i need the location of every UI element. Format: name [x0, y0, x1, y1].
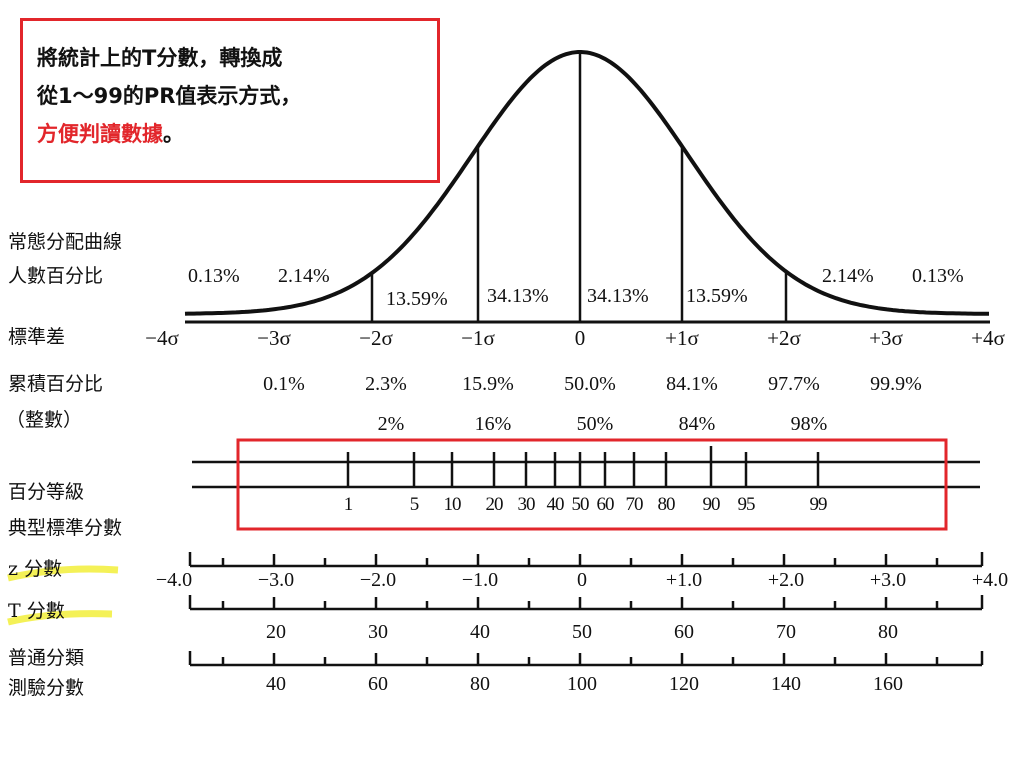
percentile-rank-label: 40 — [547, 494, 565, 515]
t-score-label: 60 — [674, 621, 694, 643]
bell-curve — [184, 50, 989, 316]
t-score-label: 30 — [368, 621, 388, 643]
sigma-label: +1σ — [665, 326, 699, 350]
sigma-label: −2σ — [359, 326, 393, 350]
z-score-label: 0 — [577, 569, 587, 591]
percentile-rank-label: 20 — [486, 494, 504, 515]
z-score-label: −1.0 — [462, 569, 498, 591]
cumulative-percent-label: 50.0% — [564, 373, 616, 395]
test-score-label: 80 — [470, 673, 490, 695]
z-score-label: −4.0 — [156, 569, 192, 591]
t-score-label: 40 — [470, 621, 490, 643]
cumulative-percent-label: 15.9% — [462, 373, 514, 395]
sigma-label: +3σ — [869, 326, 903, 350]
area-percent-right-center: 34.13% — [587, 285, 649, 307]
percentile-rank-label: 50 — [572, 494, 590, 515]
row-label-general-1: 普通分類 — [8, 647, 84, 669]
row-label-percentile: 百分等級 — [8, 481, 84, 503]
row-label-normal-dist-1: 常態分配曲線 — [8, 231, 122, 253]
sigma-label: +2σ — [767, 326, 801, 350]
row-label-general-2: 測驗分數 — [8, 677, 84, 699]
t-score-highlight — [7, 610, 113, 626]
z-score-label: +1.0 — [666, 569, 702, 591]
test-score-label: 60 — [368, 673, 388, 695]
area-percent-left-outer: 0.13% — [188, 265, 240, 287]
percentile-rank-label: 5 — [410, 494, 419, 515]
row-label-t-score: T 分數 — [8, 600, 65, 622]
callout-line-3: 方便判讀數據。 — [37, 115, 423, 153]
percentile-highlight-box — [236, 438, 948, 531]
sigma-label: 0 — [575, 326, 586, 350]
percentile-rank-label: 30 — [518, 494, 536, 515]
z-score-label: −3.0 — [258, 569, 294, 591]
row-label-typical-std: 典型標準分數 — [8, 517, 122, 539]
row-label-z-score: z 分數 — [8, 558, 62, 580]
percentile-rank-label: 10 — [444, 494, 462, 515]
sigma-label: −4σ — [145, 326, 179, 350]
area-percent-right-outer: 0.13% — [912, 265, 964, 287]
test-score-label: 140 — [771, 673, 801, 695]
t-score-label: 20 — [266, 621, 286, 643]
t-score-label: 50 — [572, 621, 592, 643]
percentile-rank-label: 80 — [658, 494, 676, 515]
area-percent-left-center: 34.13% — [487, 285, 549, 307]
area-percent-right-second: 2.14% — [822, 265, 874, 287]
area-percent-left-second: 2.14% — [278, 265, 330, 287]
percentile-rank-label: 95 — [738, 494, 756, 515]
area-percent-left-third: 13.59% — [386, 288, 448, 310]
cumulative-percent-label: 2.3% — [365, 373, 407, 395]
percentile-rank-label: 1 — [344, 494, 353, 515]
cumulative-percent-label: 99.9% — [870, 373, 922, 395]
row-label-std-dev: 標準差 — [8, 326, 65, 348]
row-label-integer: （整數） — [6, 409, 82, 431]
cumulative-percent-label: 84.1% — [666, 373, 718, 395]
rounded-percent-label: 2% — [378, 413, 405, 435]
test-score-label: 120 — [669, 673, 699, 695]
callout-line-3-end: 。 — [163, 122, 184, 146]
rounded-percent-label: 50% — [577, 413, 614, 435]
t-score-label: 70 — [776, 621, 796, 643]
z-score-label: +2.0 — [768, 569, 804, 591]
row-label-cumulative: 累積百分比 — [8, 373, 103, 395]
callout-box: 將統計上的T分數，轉換成 從1～99的PR值表示方式， 方便判讀數據。 — [20, 18, 440, 183]
z-score-label: +3.0 — [870, 569, 906, 591]
test-score-label: 100 — [567, 673, 597, 695]
z-score-label: +4.0 — [972, 569, 1008, 591]
z-score-highlight — [7, 565, 119, 582]
sigma-label: +4σ — [971, 326, 1005, 350]
rounded-percent-label: 84% — [679, 413, 716, 435]
percentile-rank-label: 60 — [597, 494, 615, 515]
callout-line-3-highlight: 方便判讀數據 — [37, 122, 163, 146]
cumulative-percent-label: 0.1% — [263, 373, 305, 395]
percentile-rank-label: 99 — [810, 494, 828, 515]
test-score-label: 160 — [873, 673, 903, 695]
row-label-normal-dist-2: 人數百分比 — [8, 265, 103, 287]
percentile-rank-label: 90 — [703, 494, 721, 515]
percentile-rank-label: 70 — [626, 494, 644, 515]
t-score-label: 80 — [878, 621, 898, 643]
sigma-label: −3σ — [257, 326, 291, 350]
rounded-percent-label: 16% — [475, 413, 512, 435]
sigma-label: −1σ — [461, 326, 495, 350]
callout-line-2: 從1～99的PR值表示方式， — [37, 84, 302, 108]
callout-line-1: 將統計上的T分數，轉換成 — [37, 46, 283, 70]
area-percent-right-third: 13.59% — [686, 285, 748, 307]
test-score-label: 40 — [266, 673, 286, 695]
rounded-percent-label: 98% — [791, 413, 828, 435]
z-score-label: −2.0 — [360, 569, 396, 591]
cumulative-percent-label: 97.7% — [768, 373, 820, 395]
